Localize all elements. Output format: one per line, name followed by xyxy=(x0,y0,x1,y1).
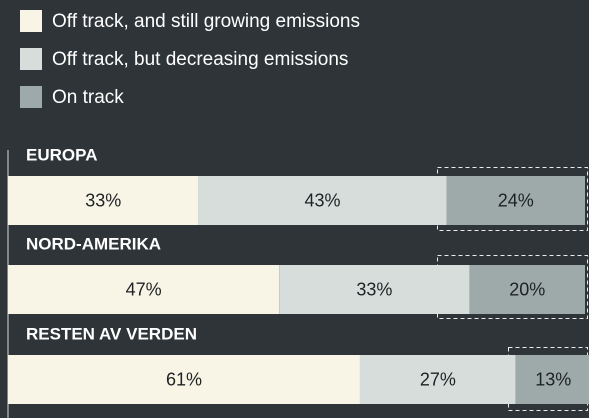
bar-segment xyxy=(198,176,447,225)
value-label: 33% xyxy=(85,190,121,210)
legend-label: Off track, and still growing emissions xyxy=(52,11,360,32)
value-label: 13% xyxy=(535,369,571,389)
legend-label: Off track, but decreasing emissions xyxy=(52,49,348,70)
value-label: 33% xyxy=(356,279,392,299)
category-label: EUROPA xyxy=(26,145,97,164)
legend-swatch xyxy=(20,86,42,108)
value-label: 47% xyxy=(126,279,162,299)
bar-segment xyxy=(469,265,585,314)
bar-segment xyxy=(8,355,360,404)
bar-segment xyxy=(8,176,199,225)
bar-segment xyxy=(8,265,280,314)
legend-label: On track xyxy=(52,87,124,108)
bar-segment xyxy=(515,355,589,404)
category-label: NORD-AMERIKA xyxy=(26,234,161,253)
value-label: 61% xyxy=(166,369,202,389)
value-label: 43% xyxy=(304,190,340,210)
value-label: 27% xyxy=(420,369,456,389)
legend-swatch xyxy=(20,10,42,32)
bar-segment xyxy=(279,265,470,314)
bar-segment xyxy=(446,176,585,225)
bar-segment xyxy=(359,355,516,404)
value-label: 20% xyxy=(509,279,545,299)
value-label: 24% xyxy=(498,190,534,210)
legend-swatch xyxy=(20,48,42,70)
category-label: RESTEN AV VERDEN xyxy=(26,324,197,343)
